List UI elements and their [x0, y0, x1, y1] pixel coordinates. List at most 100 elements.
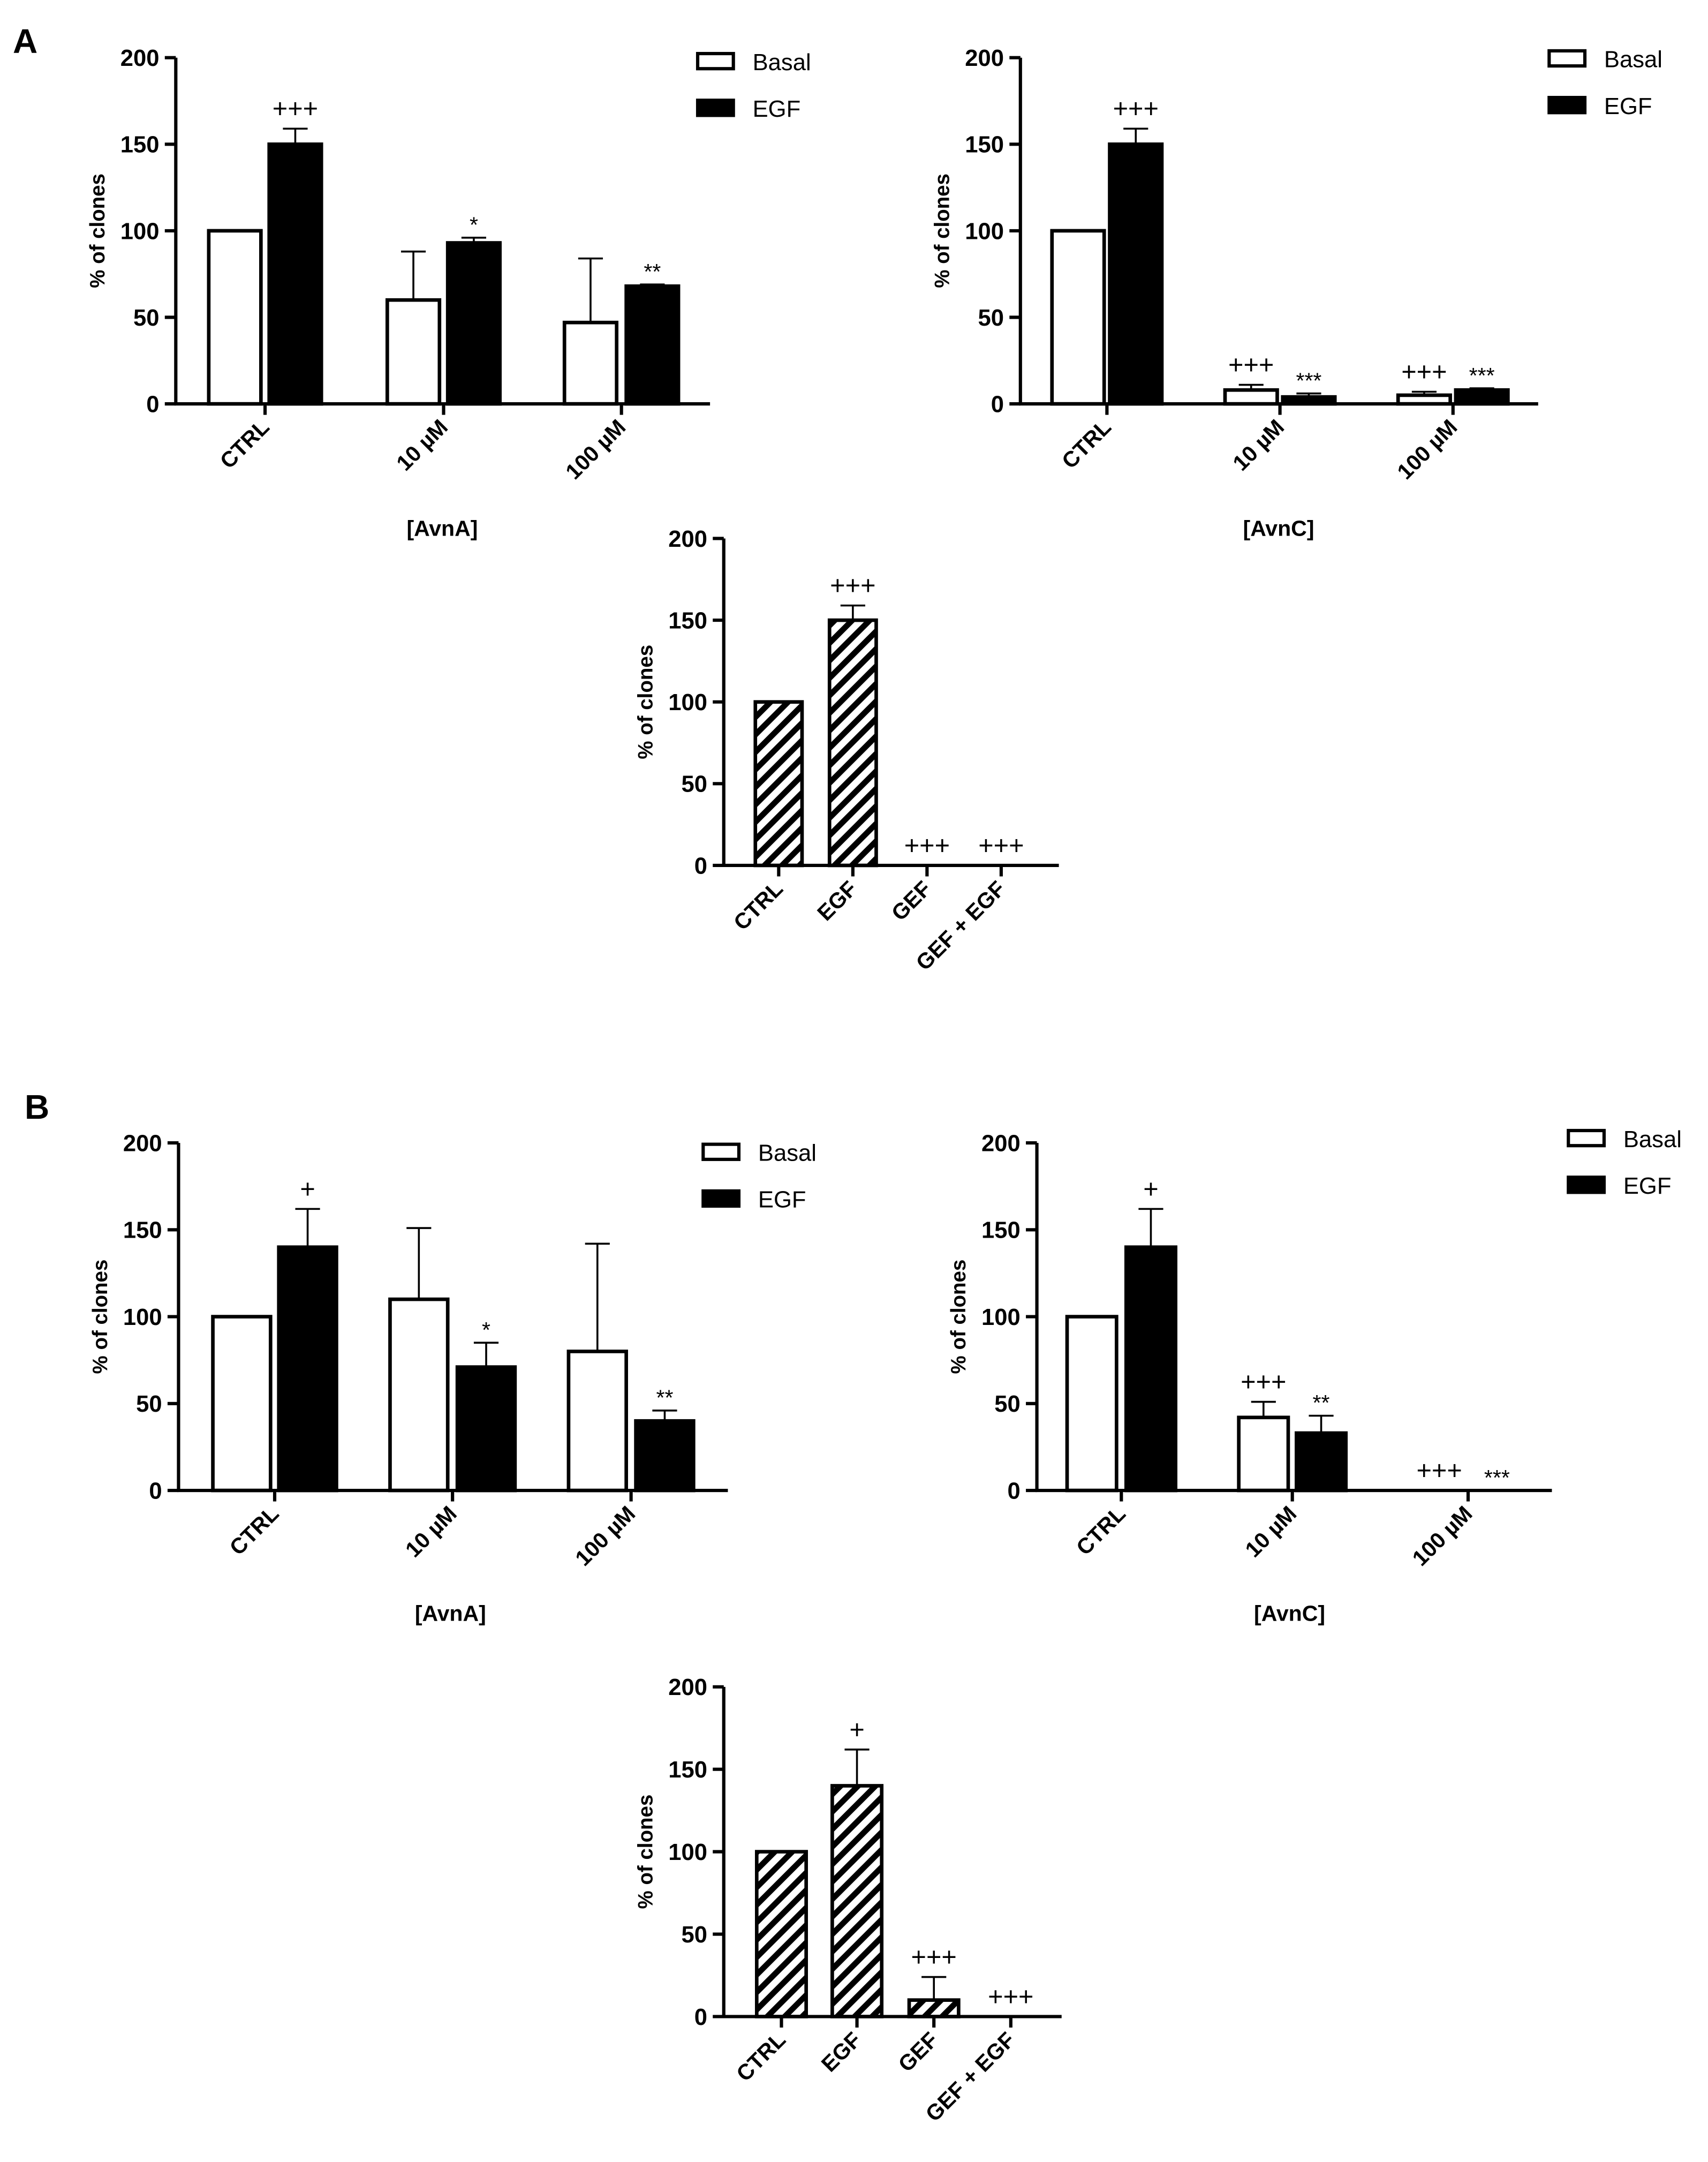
- significance-label: **: [656, 1385, 673, 1410]
- y-tick-label: 0: [146, 392, 159, 418]
- significance-label: **: [1313, 1390, 1330, 1415]
- legend-swatch-basal: [1567, 1128, 1606, 1148]
- x-axis-label: [AvnA]: [415, 1601, 486, 1626]
- bar-egf-100-m: [634, 1419, 696, 1493]
- bar-egf-ctrl: [277, 1245, 338, 1493]
- x-tick-label: GEF: [894, 2027, 943, 2076]
- y-tick-label: 100: [668, 1840, 707, 1865]
- y-tick-label: 200: [123, 1131, 162, 1156]
- x-axis-label: [AvnC]: [1243, 516, 1314, 540]
- y-tick-label: 50: [994, 1391, 1021, 1417]
- legend-label-egf: EGF: [753, 96, 801, 122]
- y-tick-label: 100: [123, 1305, 162, 1330]
- bar-bar-egf: [830, 1784, 884, 2018]
- legend-label-basal: Basal: [758, 1140, 817, 1166]
- y-tick-label: 150: [668, 608, 707, 634]
- bar-bar-ctrl: [754, 1850, 808, 2018]
- significance-label: ***: [1484, 1465, 1510, 1490]
- y-tick-label: 0: [694, 2005, 707, 2030]
- significance-label: *: [470, 213, 478, 237]
- y-tick-label: 150: [981, 1218, 1021, 1244]
- y-tick-label: 50: [978, 305, 1004, 331]
- significance-label: ***: [1296, 368, 1321, 393]
- y-tick-label: 50: [681, 1922, 707, 1948]
- legend-swatch-basal: [696, 51, 735, 71]
- significance-label: +++: [911, 1943, 957, 1972]
- y-tick-label: 200: [668, 1675, 707, 1700]
- significance-label: +: [300, 1175, 315, 1204]
- y-axis-label: % of clones: [634, 1795, 657, 1909]
- bar-basal-ctrl: [1065, 1315, 1118, 1493]
- bar-bar-ctrl: [753, 700, 804, 868]
- significance-label: +++: [1228, 351, 1274, 380]
- legend-swatch-basal: [701, 1142, 741, 1161]
- bar-bar-gef: [907, 1998, 961, 2018]
- y-tick-label: 100: [965, 219, 1004, 244]
- significance-label: +: [1143, 1175, 1158, 1204]
- y-tick-label: 200: [981, 1131, 1021, 1156]
- legend-swatch-egf: [701, 1189, 741, 1208]
- significance-label: +++: [904, 831, 950, 860]
- panel-letter-a: A: [13, 22, 38, 61]
- y-tick-label: 50: [681, 772, 707, 797]
- y-tick-label: 0: [991, 392, 1004, 418]
- x-axis-label: [AvnC]: [1254, 1601, 1325, 1626]
- significance-label: +: [849, 1715, 864, 1744]
- bar-basal-ctrl: [207, 229, 263, 406]
- legend-swatch-egf: [1567, 1176, 1606, 1194]
- legend-swatch-egf: [696, 99, 735, 117]
- y-tick-label: 50: [133, 305, 160, 331]
- bar-basal-ctrl: [1050, 229, 1106, 406]
- bar-egf-ctrl: [267, 142, 323, 406]
- legend-label-basal: Basal: [1623, 1127, 1682, 1152]
- x-axis-label: [AvnA]: [406, 516, 478, 540]
- x-tick-label: CTRL: [731, 2027, 790, 2086]
- panel-letter-b: B: [25, 1088, 50, 1126]
- y-tick-label: 200: [120, 46, 160, 71]
- bar-egf-10-m: [1295, 1431, 1348, 1493]
- x-tick-label: EGF: [817, 2027, 866, 2076]
- y-tick-label: 150: [120, 132, 160, 158]
- significance-label: +++: [1113, 95, 1159, 124]
- y-tick-label: 50: [136, 1391, 162, 1417]
- y-tick-label: 0: [1008, 1478, 1021, 1504]
- y-axis-label: % of clones: [947, 1260, 970, 1374]
- legend-label-basal: Basal: [753, 50, 811, 76]
- y-tick-label: 150: [123, 1218, 162, 1244]
- legend-label-egf: EGF: [1604, 94, 1652, 119]
- significance-label: ***: [1469, 363, 1495, 388]
- legend-swatch-egf: [1547, 96, 1587, 115]
- y-tick-label: 0: [149, 1478, 162, 1504]
- legend-swatch-basal: [1547, 49, 1587, 68]
- y-tick-label: 150: [965, 132, 1004, 158]
- significance-label: +++: [830, 571, 875, 600]
- bar-egf-10-m: [455, 1365, 517, 1493]
- significance-label: +++: [273, 95, 318, 124]
- y-axis-label: % of clones: [931, 174, 954, 288]
- y-tick-label: 100: [668, 690, 707, 715]
- y-tick-label: 150: [668, 1757, 707, 1783]
- y-tick-label: 100: [120, 219, 160, 244]
- y-tick-label: 100: [981, 1305, 1021, 1330]
- y-tick-label: 0: [694, 853, 707, 879]
- significance-label: +++: [978, 831, 1024, 860]
- significance-label: +++: [988, 1983, 1033, 2012]
- significance-label: +++: [1401, 358, 1447, 387]
- significance-label: *: [482, 1317, 490, 1342]
- bar-basal-100-m: [562, 320, 619, 406]
- significance-label: **: [644, 259, 661, 284]
- y-tick-label: 200: [668, 526, 707, 552]
- bar-basal-ctrl: [211, 1315, 273, 1493]
- legend-label-egf: EGF: [1623, 1173, 1672, 1199]
- y-axis-label: % of clones: [86, 174, 109, 288]
- significance-label: +++: [1241, 1368, 1286, 1397]
- bar-basal-100-m: [566, 1350, 628, 1493]
- y-tick-label: 200: [965, 46, 1004, 71]
- bar-basal-10-m: [385, 298, 442, 406]
